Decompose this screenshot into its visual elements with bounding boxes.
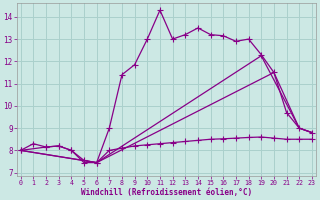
X-axis label: Windchill (Refroidissement éolien,°C): Windchill (Refroidissement éolien,°C) [81,188,252,197]
